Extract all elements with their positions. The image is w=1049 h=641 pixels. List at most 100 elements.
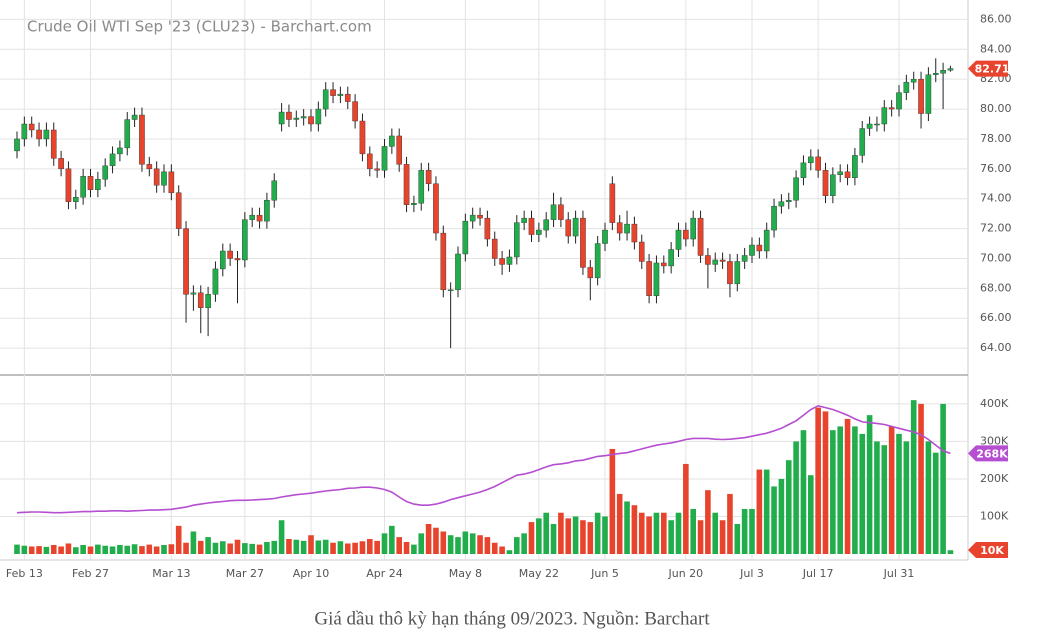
candle-body xyxy=(756,244,763,252)
candle-body xyxy=(697,217,704,256)
candle-body xyxy=(139,114,145,165)
candle-body xyxy=(359,120,366,155)
volume-bar xyxy=(124,545,131,554)
candle-body xyxy=(653,262,660,297)
candle-body xyxy=(124,119,131,149)
y-tick-label: 68.00 xyxy=(980,281,1012,294)
candle-body xyxy=(403,164,410,205)
candle-body xyxy=(528,217,535,235)
volume-bar xyxy=(411,544,417,554)
volume-bar xyxy=(594,512,601,554)
candle-body xyxy=(690,217,696,240)
marks xyxy=(14,58,954,554)
candle-body xyxy=(315,108,322,125)
y-tick-label: 76.00 xyxy=(980,162,1012,175)
candle-body xyxy=(337,93,344,96)
volume-bar xyxy=(690,508,696,554)
volume-ma-tag-bg xyxy=(968,445,1008,462)
volume-bar xyxy=(220,541,226,554)
candle-body xyxy=(727,261,733,285)
candle-body xyxy=(447,289,454,292)
volume-bar xyxy=(293,539,300,554)
volume-bar xyxy=(131,544,138,554)
volume-bar xyxy=(374,540,380,554)
candle-body xyxy=(536,229,542,235)
candle-body xyxy=(87,176,94,190)
candle-body xyxy=(609,183,616,223)
volume-bar xyxy=(462,531,469,554)
candle-body xyxy=(462,220,469,255)
volume-bar xyxy=(87,546,94,554)
volume-bar xyxy=(822,411,829,554)
candle-body xyxy=(580,217,586,268)
candle-body xyxy=(264,199,270,222)
volume-bar xyxy=(249,543,255,554)
candle-body xyxy=(778,201,785,207)
volume-bar xyxy=(734,523,741,554)
candle-body xyxy=(484,217,491,240)
chart-title: Crude Oil WTI Sep '23 (CLU23) - Barchart… xyxy=(27,18,372,36)
volume-bar xyxy=(609,448,616,554)
volume-bar xyxy=(675,512,682,554)
volume-bar xyxy=(477,535,483,554)
grid xyxy=(0,0,968,560)
volume-ma-tag-text: 268K xyxy=(976,447,1008,460)
volume-bar xyxy=(528,522,535,554)
candle-body xyxy=(344,93,351,102)
candle-body xyxy=(21,123,28,140)
candle-body xyxy=(903,81,910,93)
volume-bar xyxy=(572,516,579,554)
volume-bar xyxy=(661,512,667,554)
volume-bar xyxy=(403,541,410,554)
last-price-tag: 82.71 xyxy=(968,60,1009,77)
volume-bar xyxy=(43,546,50,554)
volume-bar xyxy=(65,543,72,554)
volume-bar xyxy=(808,475,814,554)
candle-body xyxy=(815,156,821,171)
candle-body xyxy=(771,205,777,231)
volume-bar xyxy=(227,543,233,554)
candle-body xyxy=(881,107,888,125)
candle-body xyxy=(675,229,682,250)
volume-bar xyxy=(469,533,476,554)
candle-body xyxy=(616,222,623,234)
candle-body xyxy=(918,78,924,114)
candle-body xyxy=(146,164,153,170)
candle-body xyxy=(683,229,689,240)
candle-body xyxy=(102,165,108,180)
candle-body xyxy=(308,116,314,125)
volume-bar xyxy=(793,441,799,554)
volume-bar xyxy=(918,403,924,554)
x-tick-label: Feb 27 xyxy=(72,567,109,580)
candle-body xyxy=(50,129,57,159)
candle-body xyxy=(638,241,645,262)
y2-tick-label: 100K xyxy=(980,509,1009,522)
y2-tick-label: 400K xyxy=(980,397,1009,410)
volume-bar xyxy=(344,543,351,554)
candle-body xyxy=(249,214,256,220)
candle-body xyxy=(286,111,292,120)
volume-bar xyxy=(14,544,20,554)
candle-body xyxy=(36,129,42,140)
volume-bar xyxy=(653,512,660,554)
y-tick-label: 74.00 xyxy=(980,192,1012,205)
candle-body xyxy=(719,259,726,262)
volume-bar xyxy=(668,520,674,554)
candle-body xyxy=(491,238,498,259)
volume-bar xyxy=(330,542,336,554)
volume-bar xyxy=(183,542,189,554)
volume-bar xyxy=(161,544,167,554)
volume-bar xyxy=(359,541,366,554)
candle-body xyxy=(763,229,770,252)
volume-bar xyxy=(815,407,821,554)
candle-body xyxy=(624,223,630,234)
candle-body xyxy=(212,268,219,295)
candle-body xyxy=(866,123,873,129)
candle-body xyxy=(425,170,432,184)
caption: Giá dầu thô kỳ hạn tháng 09/2023. Nguồn:… xyxy=(314,608,710,629)
volume-bar xyxy=(352,542,358,554)
volume-bar xyxy=(205,537,211,554)
volume-bar xyxy=(932,452,939,554)
volume-bar xyxy=(234,539,241,554)
volume-bar xyxy=(286,538,292,554)
